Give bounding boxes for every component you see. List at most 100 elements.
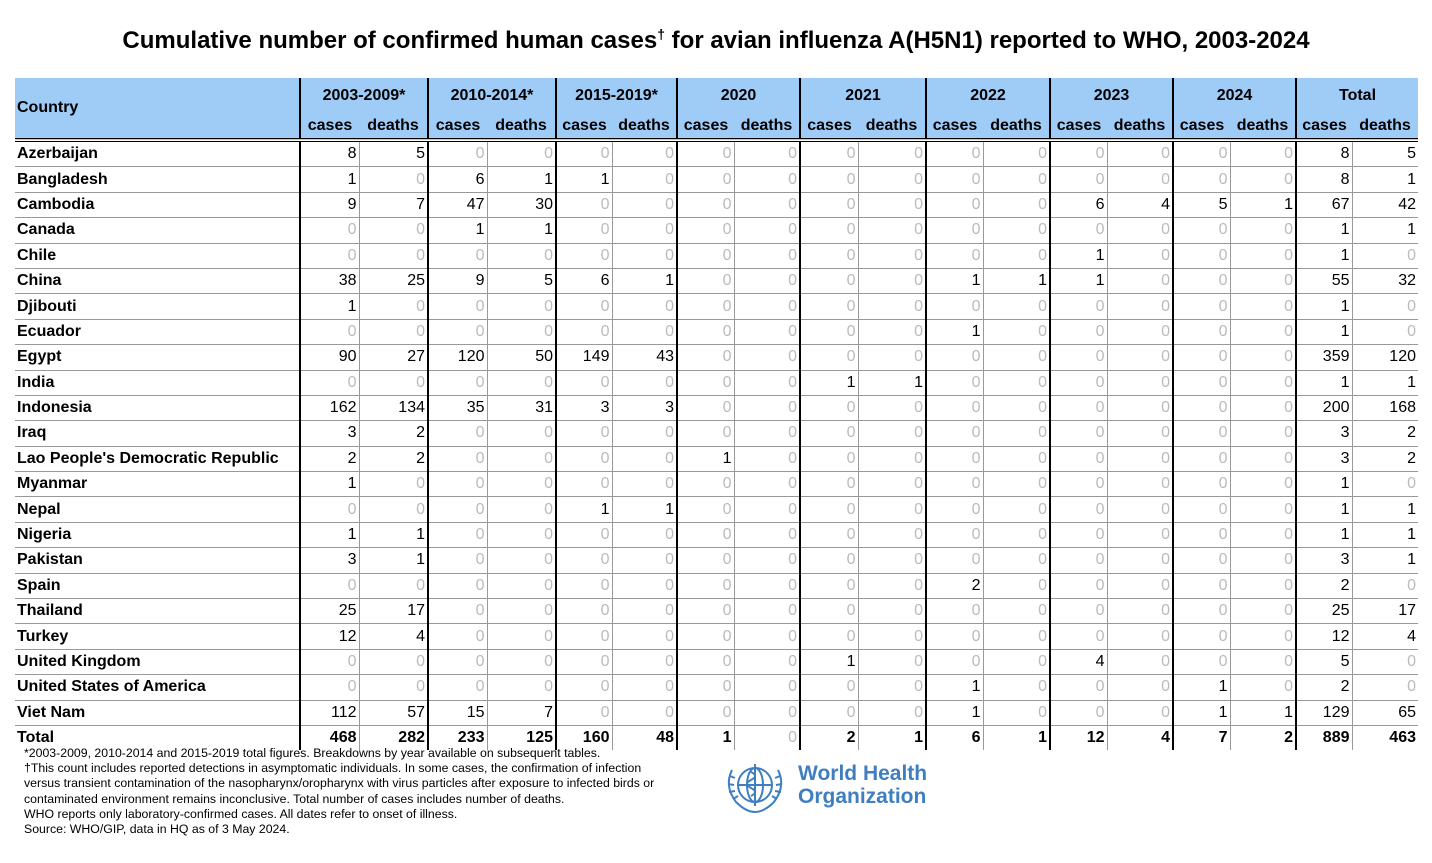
cases-cell: 1 bbox=[676, 725, 734, 751]
country-name: Cambodia bbox=[15, 192, 300, 219]
deaths-cell: 0 bbox=[358, 166, 428, 193]
deaths-cell: 0 bbox=[857, 217, 926, 244]
deaths-cell: 0 bbox=[733, 674, 800, 701]
cases-cell: 0 bbox=[925, 166, 983, 193]
cases-cell: 0 bbox=[427, 319, 487, 346]
cases-cell: 0 bbox=[799, 293, 858, 320]
logo-line-1: World Health bbox=[798, 762, 928, 785]
cases-cell: 0 bbox=[1172, 446, 1230, 473]
cases-cell: 0 bbox=[676, 344, 734, 371]
cases-cell: 3 bbox=[299, 547, 359, 574]
cases-subheader: cases bbox=[1049, 114, 1107, 142]
deaths-cell: 0 bbox=[486, 598, 556, 625]
deaths-cell: 0 bbox=[1106, 649, 1173, 676]
cases-cell: 0 bbox=[676, 496, 734, 523]
deaths-cell: 0 bbox=[982, 547, 1050, 574]
country-name: China bbox=[15, 268, 300, 295]
deaths-cell: 0 bbox=[1106, 140, 1173, 168]
country-name: Chile bbox=[15, 243, 300, 269]
deaths-cell: 1 bbox=[1351, 522, 1418, 549]
deaths-cell: 0 bbox=[733, 268, 800, 295]
cases-cell: 6 bbox=[555, 268, 612, 295]
cases-cell: 1 bbox=[1295, 243, 1352, 269]
cases-cell: 1 bbox=[925, 319, 983, 346]
cases-cell: 0 bbox=[1172, 166, 1230, 193]
deaths-cell: 0 bbox=[733, 395, 800, 422]
cases-cell: 3 bbox=[299, 420, 359, 447]
deaths-cell: 134 bbox=[358, 395, 428, 422]
cases-cell: 0 bbox=[555, 243, 612, 269]
table-row: Bangladesh 1 0 6 1 1 0 0 0 0 0 0 0 0 0 0 0 8 1 bbox=[15, 166, 1418, 193]
deaths-cell: 0 bbox=[1229, 573, 1296, 600]
cases-cell: 0 bbox=[799, 674, 858, 701]
deaths-cell: 0 bbox=[1106, 268, 1173, 295]
deaths-cell: 0 bbox=[611, 370, 677, 396]
cases-cell: 0 bbox=[1172, 268, 1230, 295]
cases-cell: 0 bbox=[1172, 395, 1230, 422]
cases-cell: 0 bbox=[925, 446, 983, 473]
deaths-cell: 0 bbox=[733, 166, 800, 193]
deaths-cell: 0 bbox=[358, 370, 428, 396]
cases-cell: 6 bbox=[925, 725, 983, 751]
deaths-cell: 0 bbox=[486, 496, 556, 523]
table-row: Myanmar 1 0 0 0 0 0 0 0 0 0 0 0 0 0 0 0 1 0 bbox=[15, 471, 1418, 498]
cases-cell: 0 bbox=[799, 471, 858, 498]
deaths-cell: 0 bbox=[611, 243, 677, 269]
deaths-cell: 0 bbox=[1229, 623, 1296, 650]
cases-subheader: cases bbox=[925, 114, 983, 142]
deaths-cell: 0 bbox=[857, 522, 926, 549]
cases-cell: 1 bbox=[555, 496, 612, 523]
cases-cell: 0 bbox=[299, 370, 359, 396]
deaths-cell: 0 bbox=[1229, 268, 1296, 295]
deaths-cell: 1 bbox=[1229, 700, 1296, 726]
deaths-cell: 0 bbox=[1229, 243, 1296, 269]
cases-cell: 0 bbox=[1049, 140, 1107, 168]
cases-cell: 0 bbox=[427, 243, 487, 269]
deaths-cell: 0 bbox=[1106, 217, 1173, 244]
deaths-cell: 0 bbox=[611, 420, 677, 447]
cases-cell: 0 bbox=[925, 344, 983, 371]
deaths-cell: 0 bbox=[1106, 700, 1173, 726]
deaths-cell: 0 bbox=[982, 573, 1050, 600]
country-name: Lao People's Democratic Republic bbox=[15, 446, 300, 473]
deaths-subheader: deaths bbox=[983, 114, 1050, 142]
period-column-header: 2022 bbox=[925, 78, 1050, 114]
deaths-cell: 0 bbox=[358, 496, 428, 523]
cases-cell: 129 bbox=[1295, 700, 1352, 726]
deaths-cell: 0 bbox=[1106, 623, 1173, 650]
deaths-cell: 0 bbox=[982, 192, 1050, 219]
cases-cell: 0 bbox=[299, 217, 359, 244]
table-row: Nigeria 1 1 0 0 0 0 0 0 0 0 0 0 0 0 0 0 1 1 bbox=[15, 522, 1418, 549]
table-row: Lao People's Democratic Republic 2 2 0 0 0 0 1 0… bbox=[15, 446, 1418, 473]
deaths-cell: 0 bbox=[1106, 573, 1173, 600]
deaths-cell: 0 bbox=[358, 674, 428, 701]
cases-cell: 0 bbox=[676, 293, 734, 320]
cases-cell: 0 bbox=[676, 192, 734, 219]
deaths-cell: 0 bbox=[733, 573, 800, 600]
deaths-cell: 27 bbox=[358, 344, 428, 371]
deaths-cell: 0 bbox=[358, 217, 428, 244]
cases-cell: 8 bbox=[1295, 140, 1352, 168]
deaths-cell: 0 bbox=[982, 496, 1050, 523]
deaths-cell: 4 bbox=[1351, 623, 1418, 650]
title-text-rest: for avian influenza A(H5N1) reported to … bbox=[665, 27, 1310, 54]
deaths-subheader: deaths bbox=[487, 114, 556, 142]
cases-cell: 0 bbox=[1172, 243, 1230, 269]
cases-cell: 0 bbox=[427, 471, 487, 498]
cases-cell: 0 bbox=[676, 471, 734, 498]
cases-cell: 0 bbox=[1172, 496, 1230, 523]
deaths-cell: 1 bbox=[611, 496, 677, 523]
deaths-cell: 31 bbox=[486, 395, 556, 422]
cases-cell: 0 bbox=[555, 140, 612, 168]
deaths-cell: 2 bbox=[358, 446, 428, 473]
deaths-cell: 0 bbox=[1229, 319, 1296, 346]
deaths-cell: 0 bbox=[1106, 496, 1173, 523]
deaths-cell: 0 bbox=[733, 725, 800, 751]
period-column-header: 2003-2009* bbox=[299, 78, 428, 114]
cases-cell: 0 bbox=[555, 649, 612, 676]
cases-cell: 0 bbox=[1172, 471, 1230, 498]
cases-cell: 0 bbox=[427, 370, 487, 396]
table-body: Azerbaijan 8 5 0 0 0 0 0 0 0 0 0 0 0 0 0 0 8 5 Bangladesh 1 0… bbox=[15, 140, 1418, 751]
deaths-cell: 282 bbox=[358, 725, 428, 751]
deaths-cell: 0 bbox=[1106, 420, 1173, 447]
